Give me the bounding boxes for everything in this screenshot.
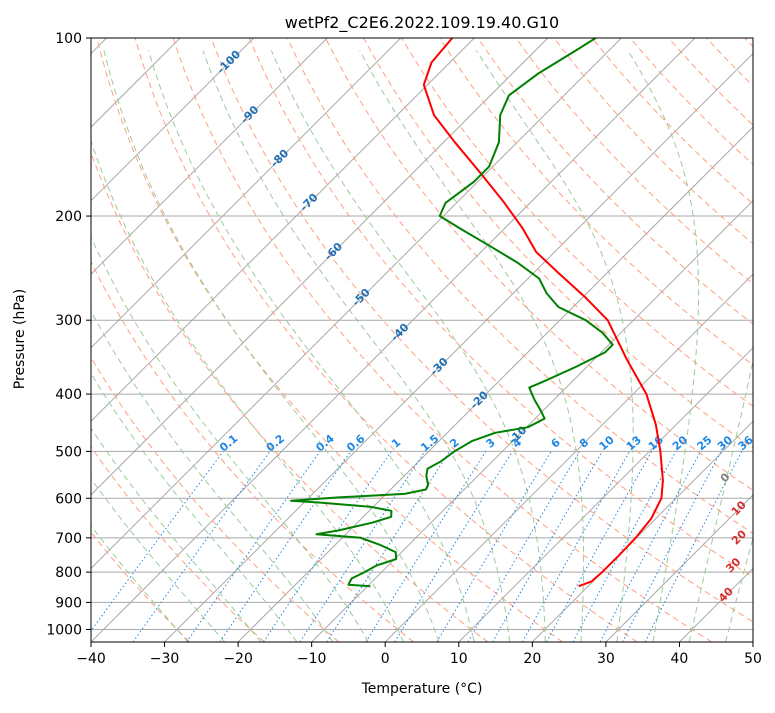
- isotherm-line: [17, 38, 621, 642]
- dry-adiabat: [0, 38, 190, 642]
- mixing-ratio-line: [547, 451, 652, 642]
- mixing-ratio-label: 16: [646, 433, 666, 453]
- y-tick-label: 100: [55, 31, 82, 47]
- moist-adiabat-label: 10: [729, 498, 749, 518]
- moist-adiabat: [203, 51, 510, 643]
- y-tick-label: 800: [55, 565, 82, 581]
- x-tick-label: −10: [297, 651, 327, 667]
- dry-adiabat: [707, 38, 775, 642]
- mixing-ratio-line: [437, 451, 551, 642]
- x-tick-label: 50: [744, 651, 762, 667]
- mixing-ratio-line: [573, 451, 676, 642]
- x-tick-label: −30: [150, 651, 180, 667]
- mixing-ratio-line: [327, 451, 450, 642]
- dry-adiabat: [0, 38, 264, 642]
- y-tick-label: 700: [55, 531, 82, 547]
- x-tick-label: 0: [381, 651, 390, 667]
- y-axis-label: Pressure (hPa): [12, 289, 28, 389]
- mixing-ratio-line: [220, 451, 351, 642]
- moist-adiabat: [6, 51, 332, 643]
- moist-adiabat: [0, 51, 261, 643]
- moist-adiabat: [104, 51, 439, 643]
- isotherm-line: [165, 38, 769, 642]
- dewpoint-line: [291, 38, 613, 586]
- isotherm-line: [753, 38, 775, 642]
- mixing-ratio-label: 25: [695, 433, 715, 453]
- dry-adiabat: [516, 38, 775, 642]
- dry-adiabat: [21, 38, 414, 642]
- moist-adiabat-label: 0: [718, 470, 733, 485]
- isotherm-line: [0, 38, 401, 642]
- mixing-ratio-line: [300, 451, 425, 642]
- x-tick-label: −20: [223, 651, 253, 667]
- y-tick-label: 900: [55, 595, 82, 611]
- y-tick-label: 500: [55, 444, 82, 460]
- y-tick-label: 1000: [46, 622, 82, 638]
- x-tick-label: 20: [523, 651, 541, 667]
- moist-adiabat: [0, 51, 188, 643]
- mixing-ratio-label: 3: [483, 436, 497, 451]
- isotherm-line: [0, 38, 254, 642]
- mixing-ratio-line: [83, 451, 223, 642]
- dry-adiabat: [668, 38, 775, 642]
- moist-adiabat: [628, 51, 699, 643]
- dry-adiabat: [135, 38, 637, 642]
- chart-title: wetPf2_C2E6.2022.109.19.40.G10: [285, 13, 559, 33]
- y-tick-label: 300: [55, 313, 82, 329]
- moist-adiabat: [67, 51, 404, 643]
- moist-adiabat: [0, 51, 225, 643]
- mixing-ratio-line: [523, 451, 630, 642]
- moist-adiabat: [271, 51, 545, 643]
- moist-adiabat: [360, 51, 584, 643]
- y-tick-label: 200: [55, 209, 82, 225]
- isotherm-line: [312, 38, 775, 642]
- dry-adiabat: [59, 38, 488, 642]
- mixing-ratio-label: 10: [597, 433, 617, 453]
- mixing-ratio-label: 30: [715, 433, 735, 453]
- mixing-ratio-label: 1: [389, 436, 403, 451]
- isotherm-line: [0, 38, 548, 642]
- isotherm-line: [679, 38, 775, 642]
- mixing-ratio-label: 20: [670, 433, 690, 453]
- dry-adiabat: [592, 38, 775, 642]
- temperature-line: [424, 38, 663, 586]
- moist-adiabat-label: 20: [729, 527, 749, 547]
- dry-adiabat: [554, 38, 775, 642]
- mixing-ratio-line: [264, 451, 392, 642]
- x-tick-label: 30: [597, 651, 615, 667]
- x-axis-label: Temperature (°C): [361, 681, 483, 697]
- background-lines: [0, 38, 775, 642]
- y-tick-label: 600: [55, 491, 82, 507]
- x-tick-label: 40: [671, 651, 689, 667]
- x-tick-label: −40: [76, 651, 106, 667]
- moist-adiabat: [689, 51, 775, 643]
- dry-adiabat: [0, 38, 339, 642]
- isotherm-line: [238, 38, 775, 642]
- moist-adiabat: [149, 51, 475, 643]
- moist-adiabat: [35, 51, 369, 643]
- moist-adiabat-label: 40: [716, 585, 736, 605]
- isotherm-line: [532, 38, 775, 642]
- y-tick-label: 400: [55, 387, 82, 403]
- mixing-ratio-line: [600, 451, 701, 642]
- x-tick-label: 10: [450, 651, 468, 667]
- mixing-ratio-label: 13: [624, 433, 644, 453]
- moist-adiabat: [726, 51, 775, 643]
- moist-adiabat: [0, 51, 297, 643]
